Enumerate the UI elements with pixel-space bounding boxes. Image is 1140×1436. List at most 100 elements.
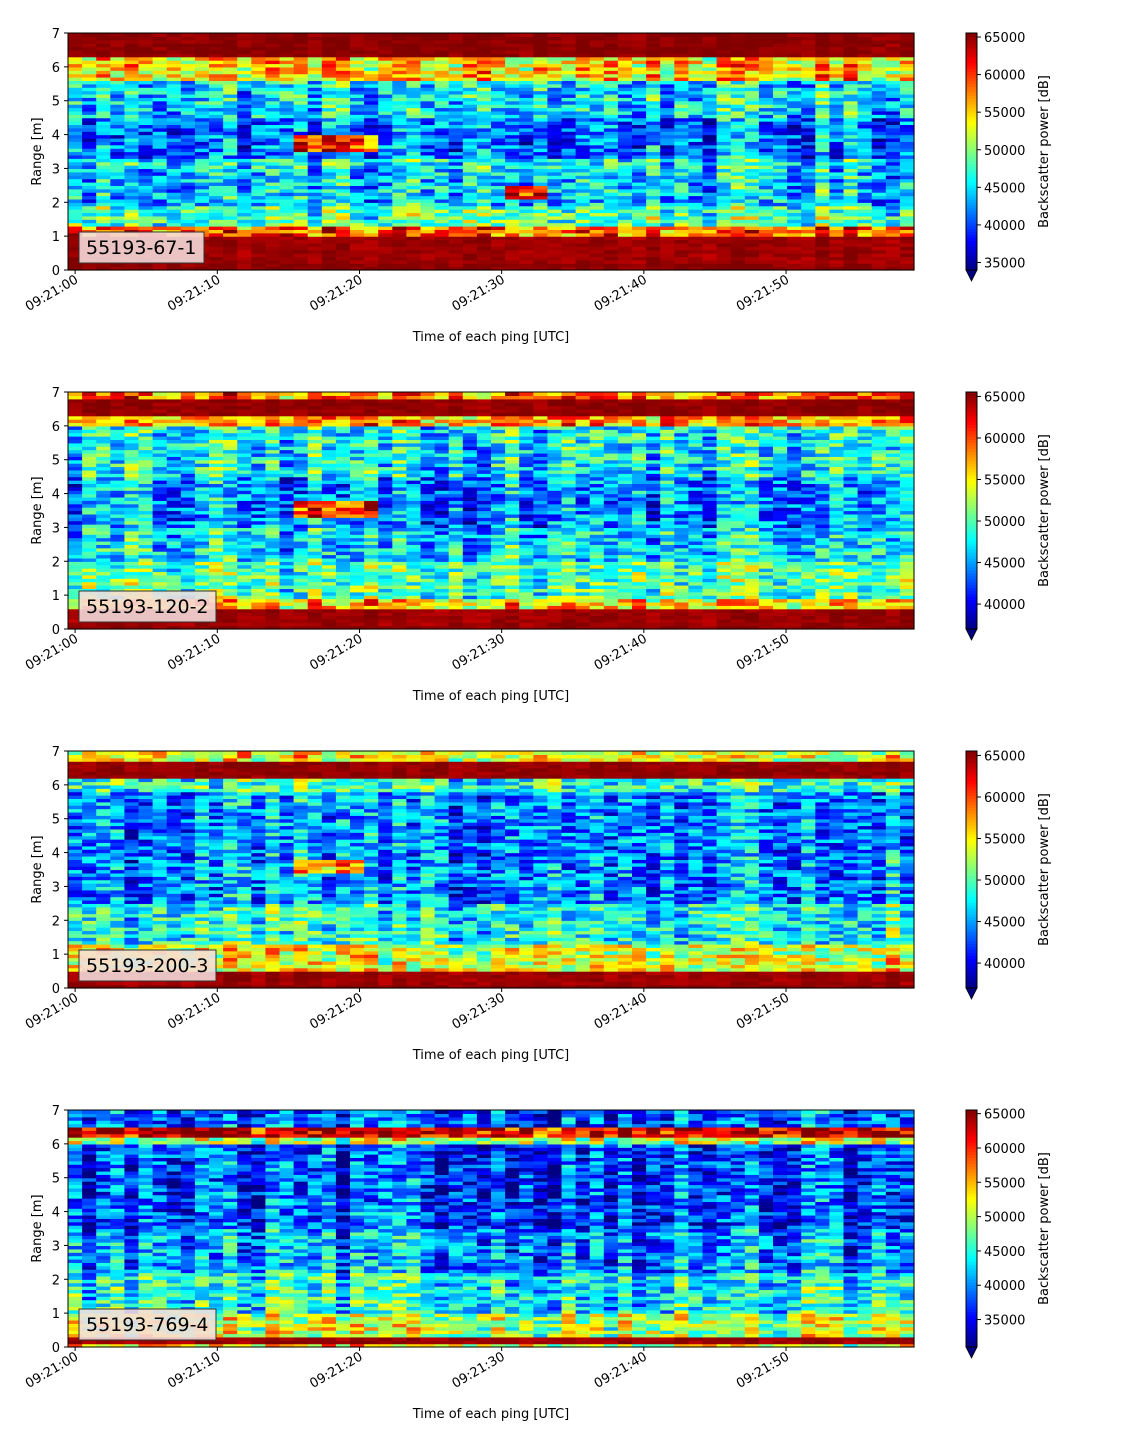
heatmap-cell <box>491 154 506 159</box>
heatmap-cell <box>885 131 901 136</box>
heatmap-cell <box>603 249 619 254</box>
heatmap-cell <box>378 236 393 241</box>
heatmap-cell <box>885 141 901 146</box>
heatmap-cell <box>885 175 901 180</box>
heatmap-cell <box>519 171 534 176</box>
heatmap-cell <box>237 195 252 200</box>
heatmap-cell <box>448 178 464 183</box>
heatmap-cell <box>68 222 83 227</box>
heatmap-cell <box>533 236 548 241</box>
heatmap-cell <box>96 212 111 217</box>
heatmap-cell <box>209 144 224 149</box>
heatmap-cell <box>730 178 746 183</box>
heatmap-cell <box>632 253 647 258</box>
heatmap-cell <box>321 144 337 149</box>
heatmap-cell <box>420 151 436 156</box>
heatmap-cell <box>801 175 816 180</box>
heatmap-cell <box>223 154 238 159</box>
heatmap-cell <box>110 209 125 214</box>
heatmap-cell <box>519 121 534 126</box>
heatmap-cell <box>589 161 605 166</box>
heatmap-cell <box>815 121 830 126</box>
heatmap-cell <box>758 161 774 166</box>
heatmap-cell <box>223 175 238 180</box>
heatmap-cell <box>462 127 478 132</box>
heatmap-cell <box>885 239 901 244</box>
heatmap-cell <box>589 144 605 149</box>
heatmap-cell <box>674 154 689 159</box>
heatmap-cell <box>406 158 422 163</box>
heatmap-cell <box>617 134 633 139</box>
heatmap-cell <box>364 33 379 37</box>
heatmap-cell <box>843 239 859 244</box>
heatmap-cell <box>476 148 492 153</box>
heatmap-cell <box>237 256 252 261</box>
heatmap-cell <box>674 175 689 180</box>
heatmap-cell <box>871 168 887 173</box>
heatmap-cell <box>293 161 309 166</box>
heatmap-cell <box>392 131 407 136</box>
heatmap-cell <box>688 215 704 220</box>
heatmap-cell <box>251 181 266 186</box>
heatmap-cell <box>815 239 830 244</box>
heatmap-cell <box>646 266 661 271</box>
heatmap-cell <box>829 148 845 153</box>
heatmap-cells <box>68 33 915 271</box>
heatmap-cell <box>237 181 252 186</box>
heatmap-cell <box>293 185 309 190</box>
heatmap-cell <box>279 225 295 230</box>
heatmap-cell <box>307 171 323 176</box>
heatmap-cell <box>702 225 718 230</box>
heatmap-cell <box>575 165 591 170</box>
heatmap-cell <box>617 137 633 142</box>
heatmap-cell <box>773 239 788 244</box>
heatmap-cell <box>857 198 873 203</box>
heatmap-cell <box>857 209 873 214</box>
heatmap-cell <box>899 144 915 149</box>
heatmap-cell <box>378 219 393 224</box>
heatmap-cell <box>575 175 591 180</box>
heatmap-cell <box>660 202 675 207</box>
heatmap-cell <box>82 137 97 142</box>
heatmap-cell <box>857 215 873 220</box>
heatmap-cell <box>561 117 577 122</box>
heatmap-cell <box>124 124 140 129</box>
heatmap-cell <box>561 178 577 183</box>
heatmap-cell <box>533 124 548 129</box>
heatmap-cell <box>519 161 534 166</box>
heatmap-cell <box>279 188 295 193</box>
heatmap-cell <box>434 259 450 264</box>
heatmap-cell <box>773 188 788 193</box>
heatmap-cell <box>843 219 859 224</box>
heatmap-cell <box>758 192 774 197</box>
heatmap-cell <box>505 33 520 37</box>
heatmap-cell <box>575 266 591 271</box>
heatmap-cell <box>237 124 252 129</box>
heatmap-cell <box>660 175 675 180</box>
heatmap-cell <box>279 154 295 159</box>
heatmap-cell <box>885 209 901 214</box>
heatmap-cell <box>392 195 407 200</box>
heatmap-cell <box>561 263 577 268</box>
heatmap-cell <box>674 249 689 254</box>
heatmap-cell <box>575 259 591 264</box>
heatmap-cell <box>406 117 422 122</box>
heatmap-cell <box>744 151 760 156</box>
heatmap-cell <box>632 121 647 126</box>
heatmap-cell <box>420 229 436 234</box>
heatmap-cell <box>519 185 534 190</box>
heatmap-cell <box>632 266 647 271</box>
heatmap-cell <box>575 222 591 227</box>
heatmap-cell <box>646 195 661 200</box>
heatmap-cell <box>589 134 605 139</box>
heatmap-cell <box>561 141 577 146</box>
heatmap-cell <box>279 121 295 126</box>
heatmap-cell <box>138 161 154 166</box>
heatmap-cell <box>603 198 619 203</box>
heatmap-cell <box>603 266 619 271</box>
heatmap-cell <box>420 178 436 183</box>
heatmap-cell <box>378 178 393 183</box>
heatmap-cell <box>321 185 337 190</box>
heatmap-cell <box>589 222 605 227</box>
heatmap-cell <box>321 266 337 271</box>
